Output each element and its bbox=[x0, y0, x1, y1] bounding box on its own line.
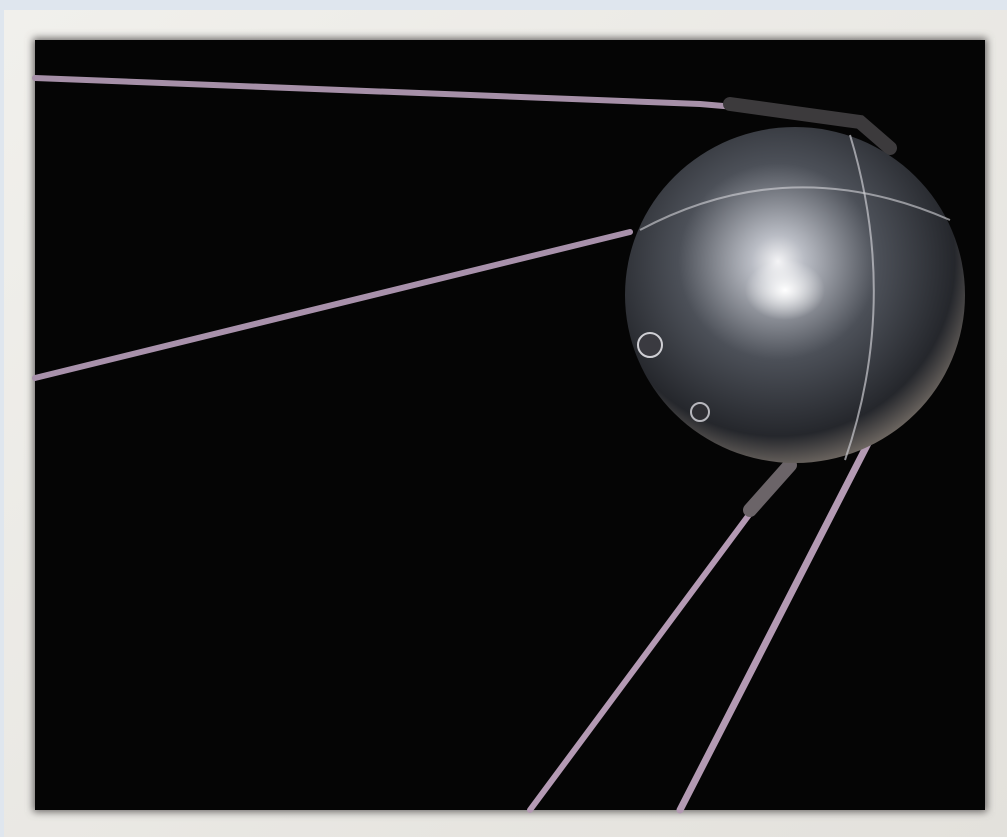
highlight bbox=[745, 260, 825, 320]
antenna-mount bbox=[723, 97, 897, 155]
bolt bbox=[637, 332, 663, 358]
antenna bbox=[676, 416, 884, 814]
antenna bbox=[527, 497, 763, 813]
satellite bbox=[625, 127, 965, 463]
antenna bbox=[32, 229, 633, 381]
antenna-mount bbox=[743, 458, 797, 517]
bolt bbox=[690, 402, 710, 422]
seam bbox=[639, 186, 951, 231]
seam bbox=[844, 134, 875, 461]
